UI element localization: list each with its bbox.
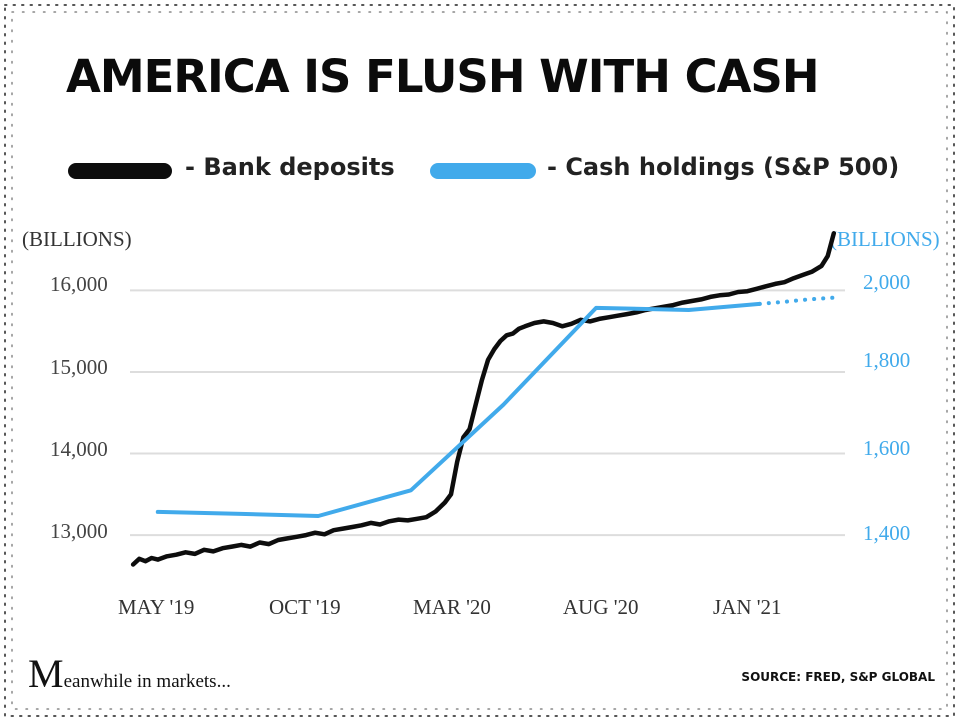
chart-title: AMERICA IS FLUSH WITH CASH (66, 50, 819, 103)
legend-cash-swatch (430, 163, 536, 179)
left-tick-15000: 15,000 (50, 355, 108, 379)
x-tick-oct-19: OCT '19 (269, 595, 341, 619)
left-tick-16000: 16,000 (50, 272, 108, 296)
legend-cash-label: - Cash holdings (S&P 500) (547, 153, 900, 181)
right-tick-1600: 1,600 (863, 436, 911, 460)
x-tick-aug-20: AUG '20 (563, 595, 639, 619)
cash-holdings-projection (757, 295, 836, 306)
left-tick-13000: 13,000 (50, 519, 108, 543)
dotted-border-inner (11, 11, 948, 710)
x-tick-may-19: MAY '19 (118, 595, 195, 619)
bank-deposits-line (130, 231, 837, 567)
legend-bank-label: - Bank deposits (185, 153, 395, 181)
source-note: SOURCE: FRED, S&P GLOBAL (741, 670, 935, 684)
x-tick-mar-20: MAR '20 (413, 595, 491, 619)
cash-holdings-line (155, 301, 762, 518)
right-tick-2000: 2,000 (863, 270, 911, 294)
right-tick-1400: 1,400 (863, 521, 911, 545)
right-axis-label: (BILLIONS) (830, 227, 940, 251)
legend-bank-swatch (68, 163, 172, 179)
brand-logo: Meanwhile in markets... (28, 650, 231, 697)
dotted-border (4, 4, 955, 717)
left-axis-label: (BILLIONS) (22, 227, 132, 251)
right-tick-1800: 1,800 (863, 348, 911, 372)
brand-text: eanwhile in markets... (63, 671, 231, 692)
x-tick-jan-21: JAN '21 (713, 595, 782, 619)
brand-initial: M (28, 651, 64, 696)
left-tick-14000: 14,000 (50, 437, 108, 461)
